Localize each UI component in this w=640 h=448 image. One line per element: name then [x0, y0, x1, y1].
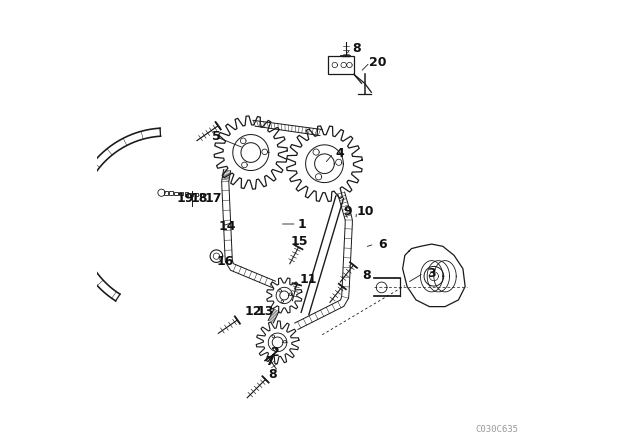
- Bar: [174, 192, 178, 195]
- Text: 17: 17: [205, 192, 222, 205]
- Text: 15: 15: [291, 235, 308, 248]
- Bar: [184, 192, 188, 196]
- Bar: [195, 193, 198, 196]
- Text: 8: 8: [352, 43, 361, 56]
- Text: 14: 14: [218, 220, 236, 233]
- Text: 3: 3: [427, 267, 436, 280]
- Bar: [200, 193, 204, 197]
- Text: 9: 9: [343, 205, 352, 218]
- Text: 20: 20: [369, 56, 387, 69]
- Text: 6: 6: [378, 237, 387, 250]
- Text: 16: 16: [216, 255, 234, 268]
- Text: 12: 12: [244, 305, 262, 318]
- Text: C030C635: C030C635: [475, 425, 518, 434]
- Bar: [189, 193, 193, 196]
- Text: 19: 19: [176, 192, 193, 205]
- Text: 2: 2: [271, 346, 280, 359]
- Bar: [179, 192, 183, 195]
- Text: 13: 13: [257, 305, 274, 318]
- Text: 8: 8: [362, 269, 371, 282]
- Text: 5: 5: [212, 130, 221, 143]
- Text: 7: 7: [266, 355, 275, 368]
- Bar: [164, 191, 168, 194]
- Text: 11: 11: [300, 273, 317, 286]
- Text: 4: 4: [335, 147, 344, 160]
- Text: 1: 1: [298, 217, 307, 231]
- Text: 18: 18: [191, 192, 208, 205]
- Bar: [169, 191, 173, 195]
- Text: 10: 10: [356, 205, 374, 218]
- Text: 8: 8: [269, 368, 277, 381]
